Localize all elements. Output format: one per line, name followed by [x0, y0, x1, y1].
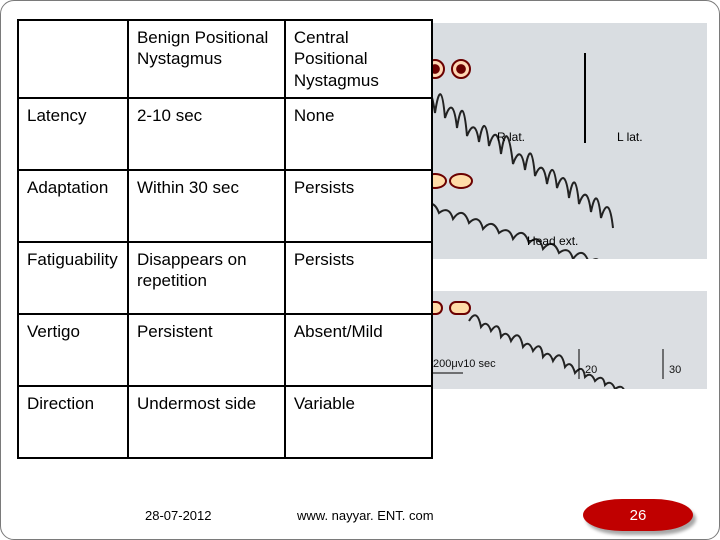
nystagmus-waveform-lower: 200μv10 sec 20 30	[407, 291, 707, 389]
nystagmus-waveform-upper: R lat. L lat. Head ext.	[407, 23, 707, 259]
slide-frame: Benign Positional Nystagmus Central Posi…	[0, 0, 720, 540]
table-row: Vertigo Persistent Absent/Mild	[18, 314, 432, 386]
header-central: Central Positional Nystagmus	[285, 20, 432, 98]
table-row: Latency 2-10 sec None	[18, 98, 432, 170]
row-label: Latency	[18, 98, 128, 170]
cell-central: Variable	[285, 386, 432, 458]
r-lat-label: R lat.	[497, 130, 525, 144]
row-label: Direction	[18, 386, 128, 458]
table-row: Adaptation Within 30 sec Persists	[18, 170, 432, 242]
cell-central: None	[285, 98, 432, 170]
row-label: Vertigo	[18, 314, 128, 386]
footer-url: www. nayyar. ENT. com	[297, 508, 434, 523]
header-empty	[18, 20, 128, 98]
cell-benign: Persistent	[128, 314, 285, 386]
tick-30: 30	[669, 364, 681, 376]
row-label: Fatiguability	[18, 242, 128, 314]
cell-benign: Undermost side	[128, 386, 285, 458]
page-number: 26	[630, 507, 647, 524]
waveform-svg-upper: R lat. L lat. Head ext.	[407, 23, 707, 259]
page-number-badge: 26	[583, 499, 693, 531]
tick-20: 20	[585, 364, 597, 376]
row-label: Adaptation	[18, 170, 128, 242]
waveform-svg-lower: 200μv10 sec 20 30	[407, 291, 707, 389]
footer-date: 28-07-2012	[145, 508, 212, 523]
table-row: Fatiguability Disappears on repetition P…	[18, 242, 432, 314]
cell-benign: Within 30 sec	[128, 170, 285, 242]
comparison-table: Benign Positional Nystagmus Central Posi…	[17, 19, 433, 459]
head-ext-label: Head ext.	[527, 234, 578, 248]
cell-benign: 2-10 sec	[128, 98, 285, 170]
cell-central: Persists	[285, 242, 432, 314]
l-lat-label: L lat.	[617, 130, 643, 144]
table-row: Direction Undermost side Variable	[18, 386, 432, 458]
table-header-row: Benign Positional Nystagmus Central Posi…	[18, 20, 432, 98]
cell-central: Absent/Mild	[285, 314, 432, 386]
header-benign: Benign Positional Nystagmus	[128, 20, 285, 98]
cell-benign: Disappears on repetition	[128, 242, 285, 314]
cell-central: Persists	[285, 170, 432, 242]
scale-label: 200μv10 sec	[433, 358, 496, 370]
